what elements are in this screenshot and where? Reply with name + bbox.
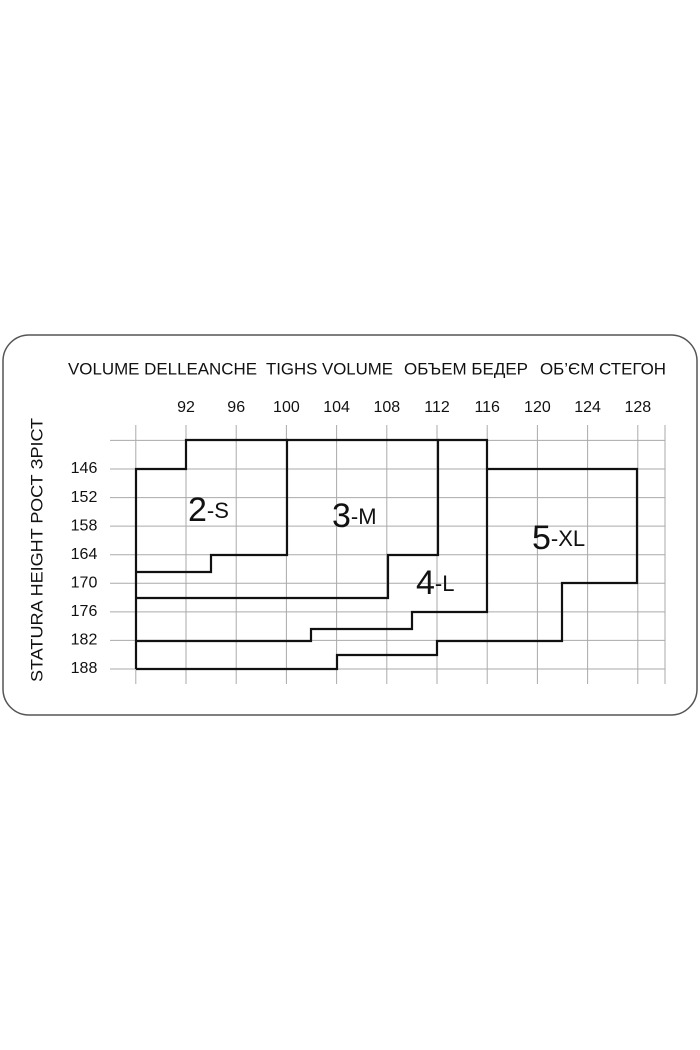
card xyxy=(2,334,698,716)
size-number: 2 xyxy=(188,491,207,529)
size-letter: -S xyxy=(207,498,229,523)
column-label: 112 xyxy=(424,399,450,416)
size-zones xyxy=(134,438,639,671)
row-label: 188 xyxy=(71,660,98,677)
row-label: 176 xyxy=(71,603,98,620)
size-number: 3 xyxy=(332,497,351,535)
column-label: 96 xyxy=(227,399,245,416)
size-number: 4 xyxy=(416,564,435,602)
size-number: 5 xyxy=(532,519,551,557)
row-label: 170 xyxy=(71,574,98,591)
row-label: 164 xyxy=(71,546,98,563)
row-label: 182 xyxy=(71,632,98,649)
header-text: TIGHS VOLUME xyxy=(266,359,393,378)
zone-3m xyxy=(136,438,440,600)
size-label: 3-M xyxy=(332,497,377,535)
column-label: 120 xyxy=(524,399,551,416)
column-label: 128 xyxy=(624,399,651,416)
column-label: 92 xyxy=(177,399,195,416)
row-label: 158 xyxy=(71,517,98,534)
header-text: VOLUME DELLEANCHE xyxy=(68,359,257,378)
column-label: 124 xyxy=(574,399,601,416)
size-label: 2-S xyxy=(188,491,229,529)
column-label: 104 xyxy=(323,399,350,416)
size-letter: -XL xyxy=(551,526,585,551)
header-text: ОБЪЕМ БЕДЕР xyxy=(404,359,528,378)
labels: VOLUME DELLEANCHE TIGHS VOLUME ОБЪЕМ БЕДЕР… xyxy=(27,359,666,682)
row-label: 146 xyxy=(71,460,98,477)
row-label: 152 xyxy=(71,489,98,506)
header-text: ОБ’ЄМ СТЕГОН xyxy=(540,359,666,378)
size-letter: -M xyxy=(351,504,377,529)
zone-5xl xyxy=(136,467,639,671)
size-letter: -L xyxy=(435,571,455,596)
side-label: STATURA HEIGHT РОСТ ЗРІСТ xyxy=(27,418,46,682)
size-label: 5-XL xyxy=(532,519,585,557)
size-label: 4-L xyxy=(416,564,454,602)
column-label: 116 xyxy=(474,399,500,416)
column-label: 100 xyxy=(273,399,300,416)
column-label: 108 xyxy=(373,399,400,416)
